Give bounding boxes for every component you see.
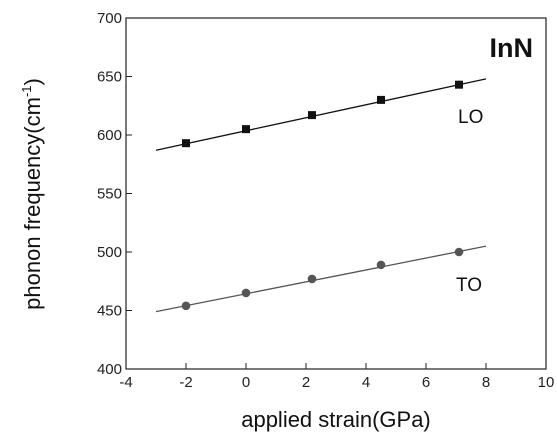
y-tick-label: 550 bbox=[97, 186, 122, 203]
data-point-to bbox=[181, 301, 191, 311]
x-tick-label: 6 bbox=[422, 374, 430, 391]
y-axis-title-main: phonon frequency(cm bbox=[20, 97, 45, 310]
x-tick-label: 8 bbox=[482, 374, 490, 391]
series-label-to: TO bbox=[456, 275, 482, 296]
x-tick-label: -4 bbox=[119, 374, 132, 391]
x-axis-title: applied strain(GPa) bbox=[241, 407, 431, 432]
y-tick-label: 400 bbox=[97, 361, 122, 378]
y-axis-title-suffix: ) bbox=[20, 78, 45, 85]
fit-line-to bbox=[155, 245, 487, 313]
plot-frame bbox=[125, 17, 547, 370]
axis-ticks: -4 -2 0 2 4 6 8 10 400 450 500 550 600 650 700 bbox=[97, 10, 554, 391]
y-tick-label: 450 bbox=[97, 303, 122, 320]
data-point-lo bbox=[242, 125, 250, 134]
y-tick-label: 650 bbox=[97, 69, 122, 86]
x-tick-label: 10 bbox=[538, 374, 555, 391]
y-axis-title-superscript: -1 bbox=[19, 85, 34, 97]
data-point-lo bbox=[182, 139, 190, 148]
y-axis-title: phonon frequency(cm-1) bbox=[19, 78, 45, 310]
data-point-lo bbox=[308, 111, 316, 120]
fit-lines bbox=[155, 78, 487, 313]
series-label-lo: LO bbox=[458, 107, 483, 128]
x-tick-label: 2 bbox=[302, 374, 310, 391]
data-points bbox=[181, 80, 464, 311]
y-tick-label: 500 bbox=[97, 244, 122, 261]
data-point-to bbox=[241, 288, 251, 298]
data-point-to bbox=[454, 247, 464, 257]
fit-line-lo bbox=[155, 78, 487, 151]
x-tick-label: 0 bbox=[242, 374, 250, 391]
data-point-lo bbox=[455, 80, 463, 89]
x-tick-label: 4 bbox=[362, 374, 370, 391]
y-tick-label: 700 bbox=[97, 10, 122, 27]
x-tick-label: -2 bbox=[179, 374, 192, 391]
chart-title: InN bbox=[490, 33, 534, 63]
data-point-lo bbox=[377, 95, 385, 104]
y-tick-label: 600 bbox=[97, 127, 122, 144]
data-point-to bbox=[307, 274, 317, 284]
data-point-to bbox=[376, 260, 386, 270]
